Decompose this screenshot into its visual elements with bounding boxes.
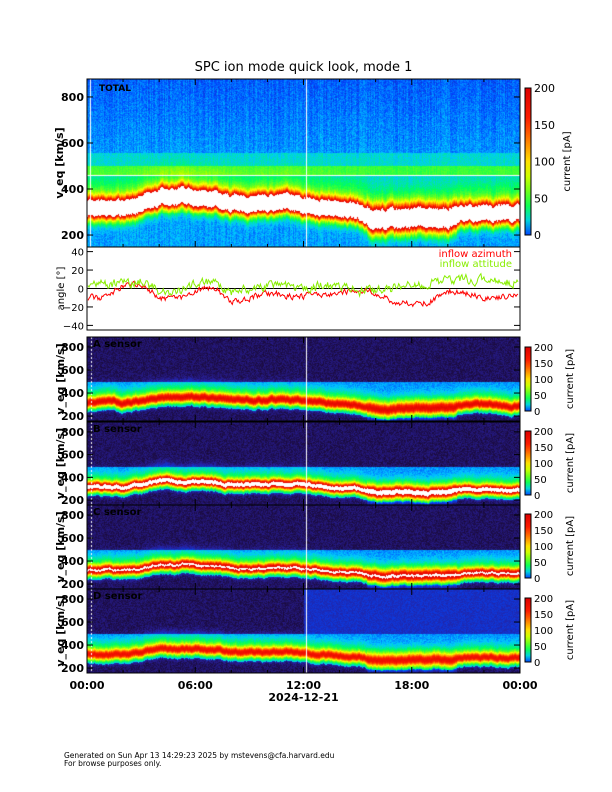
colorbar-tick-label: 200: [534, 510, 553, 521]
y-tick-label: 400: [61, 183, 84, 196]
colorbar-tick-label: 0: [534, 658, 540, 669]
total-spectrogram: [87, 79, 520, 247]
y-tick-label: −40: [63, 321, 84, 332]
colorbar-tick-label: 150: [534, 119, 555, 132]
colorbar-tick-label: 100: [534, 626, 553, 637]
x-tick-label: 12:00: [286, 679, 321, 692]
y-tick-label: 0: [78, 285, 84, 296]
y-tick-label: 200: [61, 578, 84, 591]
panel-frame: [86, 336, 521, 422]
x-tick-label: 06:00: [178, 679, 213, 692]
panel-label: A sensor: [93, 339, 142, 350]
footer-generated: Generated on Sun Apr 13 14:29:23 2025 by…: [64, 751, 335, 760]
colorbar-tick-label: 200: [534, 343, 553, 354]
y-tick-label: 800: [61, 341, 84, 354]
y-tick-label: 600: [61, 449, 84, 462]
colorbar-tick-label: 50: [534, 391, 547, 402]
y-tick-label: 200: [61, 662, 84, 675]
colorbar-tick-label: 50: [534, 192, 548, 205]
y-tick-label: 800: [61, 593, 84, 606]
colorbar: [524, 430, 532, 496]
inflow-azimuth-line: [87, 280, 519, 308]
legend-inflow-attitude: inflow attitude: [440, 259, 512, 270]
b-sensor-spectrogram: [87, 422, 520, 505]
panel-label: D sensor: [93, 591, 142, 602]
colorbar-tick-label: 150: [534, 443, 553, 454]
colorbar-tick-label: 0: [534, 229, 541, 242]
panel-label: B sensor: [93, 424, 142, 435]
panel-label: C sensor: [93, 507, 141, 518]
colorbar-tick-label: 200: [534, 82, 555, 95]
inflow-attitude-line: [87, 272, 519, 298]
y-axis-label: v_eq [km/s]: [53, 127, 66, 198]
y-tick-label: 600: [61, 616, 84, 629]
colorbar-tick-label: 100: [534, 375, 553, 386]
colorbar: [524, 87, 532, 236]
panel-frame: [86, 588, 521, 674]
y-tick-label: 400: [61, 471, 84, 484]
y-tick-label: 800: [61, 91, 84, 104]
y-axis-label: v_eq [km/s]: [54, 595, 67, 666]
panel-label: TOTAL: [99, 84, 131, 94]
colorbar-label: current [pA]: [565, 600, 576, 660]
chart-title: SPC ion mode quick look, mode 1: [194, 60, 413, 75]
colorbar-label: current [pA]: [562, 131, 573, 191]
d-sensor-spectrogram: [87, 589, 520, 673]
y-tick-label: 600: [61, 364, 84, 377]
colorbar: [524, 346, 532, 412]
colorbar-tick-label: 200: [534, 427, 553, 438]
y-axis-label: v_eq [km/s]: [54, 428, 67, 499]
colorbar-tick-label: 100: [534, 156, 555, 169]
colorbar-tick-label: 0: [534, 491, 540, 502]
colorbar-tick-label: 0: [534, 574, 540, 585]
panel-frame: [86, 504, 521, 590]
y-tick-label: −20: [63, 303, 84, 314]
y-axis-label: v_eq [km/s]: [54, 343, 67, 414]
footer: Generated on Sun Apr 13 14:29:23 2025 by…: [64, 752, 334, 768]
colorbar-tick-label: 100: [534, 459, 553, 470]
colorbar-label: current [pA]: [565, 516, 576, 576]
colorbar-label: current [pA]: [565, 349, 576, 409]
x-tick-label: 00:00: [69, 679, 104, 692]
a-sensor-spectrogram: [87, 337, 520, 421]
y-tick-label: 40: [71, 248, 84, 259]
colorbar-tick-label: 150: [534, 526, 553, 537]
x-axis-date: 2024-12-21: [268, 691, 339, 704]
c-sensor-spectrogram: [87, 505, 520, 589]
colorbar-tick-label: 50: [534, 558, 547, 569]
colorbar-label: current [pA]: [565, 433, 576, 493]
y-tick-label: 800: [61, 426, 84, 439]
y-tick-label: 400: [61, 387, 84, 400]
y-tick-label: 200: [61, 229, 84, 242]
colorbar-tick-label: 200: [534, 594, 553, 605]
x-tick-label: 00:00: [502, 679, 537, 692]
y-tick-label: 600: [61, 137, 84, 150]
colorbar-tick-label: 50: [534, 642, 547, 653]
colorbar-tick-label: 150: [534, 359, 553, 370]
colorbar-tick-label: 50: [534, 475, 547, 486]
y-tick-label: 200: [61, 494, 84, 507]
panel-frame: [86, 78, 521, 248]
colorbar-tick-label: 150: [534, 610, 553, 621]
colorbar: [524, 513, 532, 579]
y-axis-label: angle [°]: [56, 267, 67, 311]
x-tick-label: 18:00: [394, 679, 429, 692]
footer-note: For browse purposes only.: [64, 759, 162, 768]
y-tick-label: 200: [61, 410, 84, 423]
colorbar: [524, 597, 532, 663]
legend-inflow-azimuth: inflow azimuth: [439, 249, 512, 260]
colorbar-tick-label: 100: [534, 542, 553, 553]
y-tick-label: 400: [61, 639, 84, 652]
y-tick-label: 400: [61, 555, 84, 568]
y-tick-label: 600: [61, 532, 84, 545]
y-axis-label: v_eq [km/s]: [54, 511, 67, 582]
y-tick-label: 800: [61, 509, 84, 522]
y-tick-label: 20: [71, 266, 84, 277]
colorbar-tick-label: 0: [534, 407, 540, 418]
panel-frame: [86, 421, 521, 506]
